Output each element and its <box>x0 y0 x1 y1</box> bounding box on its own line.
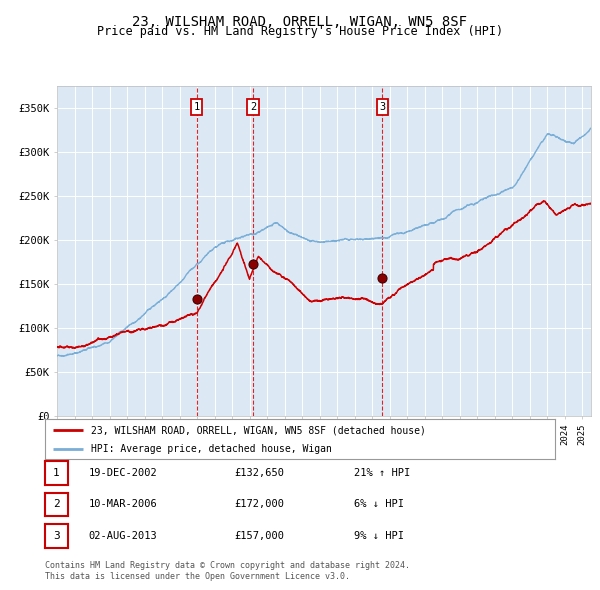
Text: 3: 3 <box>53 531 60 540</box>
Text: 2: 2 <box>53 500 60 509</box>
Text: 1: 1 <box>193 102 200 112</box>
Text: 21% ↑ HPI: 21% ↑ HPI <box>354 468 410 478</box>
Text: 2: 2 <box>250 102 256 112</box>
Text: £157,000: £157,000 <box>234 531 284 540</box>
Text: 02-AUG-2013: 02-AUG-2013 <box>89 531 158 540</box>
Text: 23, WILSHAM ROAD, ORRELL, WIGAN, WN5 8SF: 23, WILSHAM ROAD, ORRELL, WIGAN, WN5 8SF <box>133 15 467 29</box>
Text: £172,000: £172,000 <box>234 500 284 509</box>
Text: 9% ↓ HPI: 9% ↓ HPI <box>354 531 404 540</box>
Text: £132,650: £132,650 <box>234 468 284 478</box>
Text: Contains HM Land Registry data © Crown copyright and database right 2024.: Contains HM Land Registry data © Crown c… <box>45 561 410 570</box>
Text: This data is licensed under the Open Government Licence v3.0.: This data is licensed under the Open Gov… <box>45 572 350 581</box>
Text: 1: 1 <box>53 468 60 478</box>
Text: 23, WILSHAM ROAD, ORRELL, WIGAN, WN5 8SF (detached house): 23, WILSHAM ROAD, ORRELL, WIGAN, WN5 8SF… <box>91 425 426 435</box>
Text: Price paid vs. HM Land Registry's House Price Index (HPI): Price paid vs. HM Land Registry's House … <box>97 25 503 38</box>
Text: 6% ↓ HPI: 6% ↓ HPI <box>354 500 404 509</box>
Text: 10-MAR-2006: 10-MAR-2006 <box>89 500 158 509</box>
Text: 19-DEC-2002: 19-DEC-2002 <box>89 468 158 478</box>
Text: 3: 3 <box>379 102 385 112</box>
Text: HPI: Average price, detached house, Wigan: HPI: Average price, detached house, Wiga… <box>91 444 332 454</box>
